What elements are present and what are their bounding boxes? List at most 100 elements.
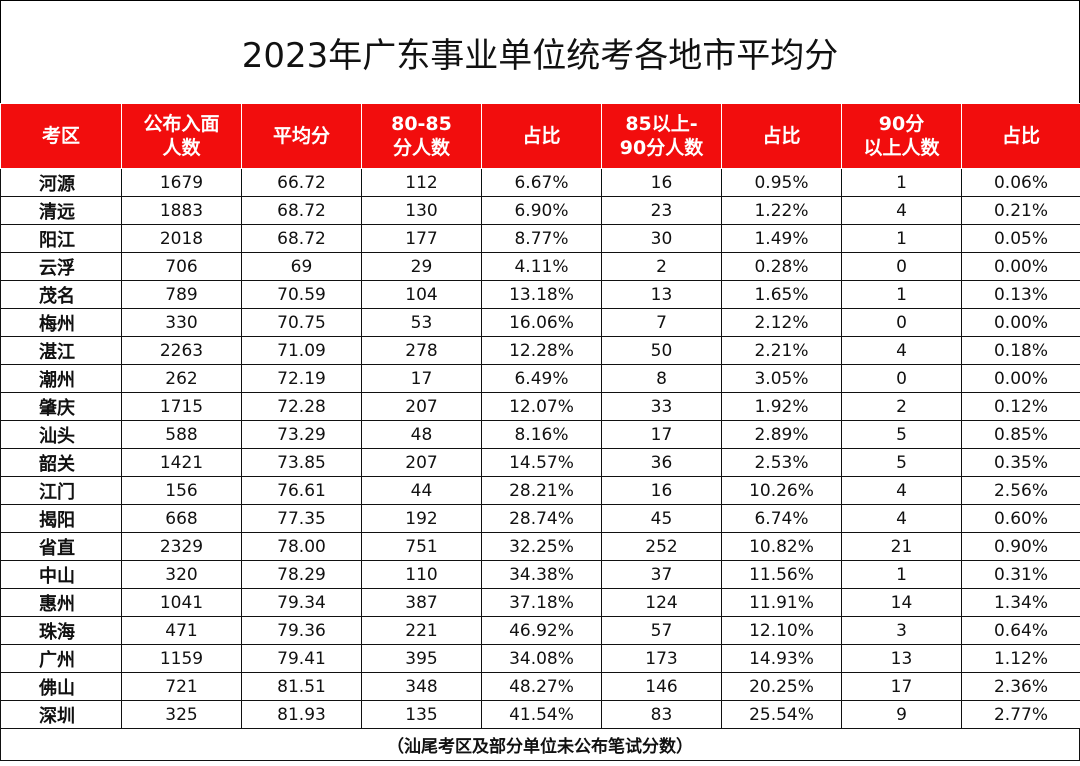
region-cell: 清远 xyxy=(0,196,122,225)
table-row: 珠海 471 79.36 221 46.92% 57 12.10% 3 0.64% xyxy=(0,616,1080,645)
table-cell: 1 xyxy=(841,168,962,197)
table-cell: 156 xyxy=(121,476,242,505)
table-cell: 16 xyxy=(601,476,722,505)
table-cell: 68.72 xyxy=(241,224,362,253)
table-cell: 17 xyxy=(841,672,962,701)
region-cell: 佛山 xyxy=(0,672,122,701)
table-cell: 0.00% xyxy=(961,308,1080,337)
table-cell: 77.35 xyxy=(241,504,362,533)
column-header: 平均分 xyxy=(241,103,362,169)
table-cell: 0.00% xyxy=(961,252,1080,281)
table-cell: 34.08% xyxy=(481,644,602,673)
table-cell: 0.64% xyxy=(961,616,1080,645)
table-cell: 50 xyxy=(601,336,722,365)
table-cell: 1 xyxy=(841,560,962,589)
table-cell: 10.26% xyxy=(721,476,842,505)
table-cell: 2263 xyxy=(121,336,242,365)
table-cell: 112 xyxy=(361,168,482,197)
table-cell: 28.21% xyxy=(481,476,602,505)
table-row: 肇庆 1715 72.28 207 12.07% 33 1.92% 2 0.12% xyxy=(0,392,1080,421)
table-cell: 7 xyxy=(601,308,722,337)
column-header: 考区 xyxy=(0,103,122,169)
table-cell: 110 xyxy=(361,560,482,589)
table-cell: 6.90% xyxy=(481,196,602,225)
table-cell: 36 xyxy=(601,448,722,477)
table-cell: 83 xyxy=(601,700,722,729)
table-cell: 1.12% xyxy=(961,644,1080,673)
table-cell: 20.25% xyxy=(721,672,842,701)
table-cell: 12.10% xyxy=(721,616,842,645)
table-row: 潮州 262 72.19 17 6.49% 8 3.05% 0 0.00% xyxy=(0,364,1080,393)
table-cell: 4 xyxy=(841,336,962,365)
table-cell: 17 xyxy=(601,420,722,449)
table-row: 中山 320 78.29 110 34.38% 37 11.56% 1 0.31% xyxy=(0,560,1080,589)
region-cell: 汕头 xyxy=(0,420,122,449)
table-cell: 0.06% xyxy=(961,168,1080,197)
region-cell: 河源 xyxy=(0,168,122,197)
table-cell: 13 xyxy=(601,280,722,309)
region-cell: 省直 xyxy=(0,532,122,561)
table-cell: 37 xyxy=(601,560,722,589)
table-cell: 207 xyxy=(361,448,482,477)
table-cell: 721 xyxy=(121,672,242,701)
table-cell: 325 xyxy=(121,700,242,729)
table-cell: 25.54% xyxy=(721,700,842,729)
table-cell: 2018 xyxy=(121,224,242,253)
table-cell: 1883 xyxy=(121,196,242,225)
table-cell: 23 xyxy=(601,196,722,225)
table-cell: 46.92% xyxy=(481,616,602,645)
table-row: 广州 1159 79.41 395 34.08% 173 14.93% 13 1.12% xyxy=(0,644,1080,673)
table-cell: 29 xyxy=(361,252,482,281)
table-cell: 0.95% xyxy=(721,168,842,197)
table-cell: 8.16% xyxy=(481,420,602,449)
column-header: 90分 以上人数 xyxy=(841,103,962,169)
table-cell: 70.75 xyxy=(241,308,362,337)
table-row: 省直 2329 78.00 751 32.25% 252 10.82% 21 0.90% xyxy=(0,532,1080,561)
table-cell: 0.85% xyxy=(961,420,1080,449)
table-cell: 33 xyxy=(601,392,722,421)
table-cell: 0.35% xyxy=(961,448,1080,477)
table-cell: 8 xyxy=(601,364,722,393)
table-cell: 81.93 xyxy=(241,700,362,729)
table-cell: 79.36 xyxy=(241,616,362,645)
table-cell: 11.91% xyxy=(721,588,842,617)
table-cell: 2329 xyxy=(121,532,242,561)
table-cell: 1.92% xyxy=(721,392,842,421)
table-cell: 37.18% xyxy=(481,588,602,617)
column-header: 占比 xyxy=(961,103,1080,169)
table-cell: 1.22% xyxy=(721,196,842,225)
table-cell: 0.28% xyxy=(721,252,842,281)
table-cell: 395 xyxy=(361,644,482,673)
table-cell: 81.51 xyxy=(241,672,362,701)
table-cell: 3.05% xyxy=(721,364,842,393)
region-cell: 梅州 xyxy=(0,308,122,337)
table-cell: 13.18% xyxy=(481,280,602,309)
region-cell: 珠海 xyxy=(0,616,122,645)
table-cell: 2 xyxy=(841,392,962,421)
table-cell: 11.56% xyxy=(721,560,842,589)
table-row: 韶关 1421 73.85 207 14.57% 36 2.53% 5 0.35% xyxy=(0,448,1080,477)
table-cell: 0.90% xyxy=(961,532,1080,561)
table-cell: 207 xyxy=(361,392,482,421)
table-header-row: 考区 公布入面 人数 平均分 80-85 分人数 占比 85以上- 90分人数 占比 90分 以上人数… xyxy=(0,103,1080,169)
region-cell: 揭阳 xyxy=(0,504,122,533)
table-cell: 278 xyxy=(361,336,482,365)
table-cell: 9 xyxy=(841,700,962,729)
table-cell: 0.60% xyxy=(961,504,1080,533)
region-cell: 潮州 xyxy=(0,364,122,393)
table-cell: 5 xyxy=(841,420,962,449)
table-cell: 6.67% xyxy=(481,168,602,197)
table-cell: 706 xyxy=(121,252,242,281)
table-row: 梅州 330 70.75 53 16.06% 7 2.12% 0 0.00% xyxy=(0,308,1080,337)
table-cell: 14.57% xyxy=(481,448,602,477)
table-cell: 1715 xyxy=(121,392,242,421)
table-cell: 32.25% xyxy=(481,532,602,561)
table-body: 河源 1679 66.72 112 6.67% 16 0.95% 1 0.06% 清远 1883 68… xyxy=(0,168,1080,729)
table-cell: 44 xyxy=(361,476,482,505)
table-cell: 0.21% xyxy=(961,196,1080,225)
table-cell: 68.72 xyxy=(241,196,362,225)
table-cell: 6.49% xyxy=(481,364,602,393)
table-cell: 252 xyxy=(601,532,722,561)
table-cell: 2.12% xyxy=(721,308,842,337)
